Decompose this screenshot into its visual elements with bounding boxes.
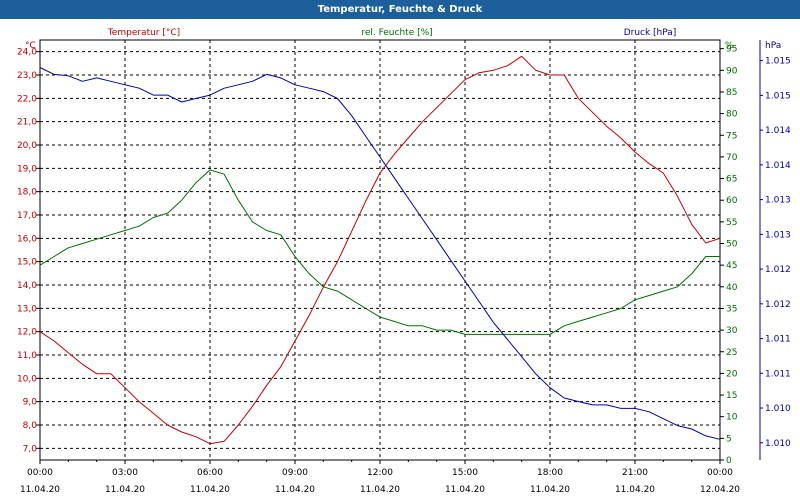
pressure-unit-label: hPa [765, 41, 781, 51]
pressure-tick-label: 1.011 [765, 335, 791, 345]
temperature-tick-label: 18,0 [17, 188, 37, 198]
x-tick-time: 21:00 [622, 468, 648, 478]
temperature-series-line [39, 55, 721, 445]
humidity-tick-label: 85 [726, 88, 737, 98]
humidity-tick-label: 25 [726, 348, 737, 358]
x-tick-time: 06:00 [197, 468, 223, 478]
axes: 00:00 11.04.20 03:00 11.04.20 06:00 11.04.20 0… [17, 40, 791, 495]
pressure-tick-label: 1.015 [765, 91, 791, 101]
humidity-tick-label: 55 [726, 218, 737, 228]
humidity-tick-label: 20 [726, 369, 738, 379]
x-tick-date: 11.04.20 [190, 485, 230, 495]
temperature-tick-label: 19,0 [17, 164, 37, 174]
x-tick-date: 11.04.20 [445, 485, 485, 495]
humidity-tick-label: 35 [726, 304, 737, 314]
pressure-tick-label: 1.015 [765, 57, 791, 67]
axis-titles: Temperatur [°C] rel. Feuchte [%] Druck [… [25, 28, 781, 51]
x-tick-date: 11.04.20 [530, 485, 570, 495]
humidity-series-line [39, 169, 720, 335]
x-tick-time: 00:00 [27, 468, 53, 478]
temperature-tick-label: 7,0 [23, 444, 38, 454]
grid [39, 39, 721, 461]
humidity-tick-label: 70 [726, 153, 738, 163]
temperature-tick-label: 24,0 [17, 48, 37, 58]
x-tick-date: 11.04.20 [360, 485, 400, 495]
pressure-tick-label: 1.014 [765, 126, 791, 136]
temperature-tick-label: 9,0 [23, 398, 38, 408]
temperature-tick-label: 10,0 [17, 374, 37, 384]
temperature-unit-label: °C [25, 41, 36, 51]
pressure-tick-label: 1.014 [765, 161, 791, 171]
humidity-tick-label: 0 [726, 456, 732, 466]
x-tick-time: 09:00 [282, 468, 308, 478]
temperature-tick-label: 16,0 [17, 234, 37, 244]
humidity-tick-label: 5 [726, 434, 732, 444]
x-tick-time: 18:00 [537, 468, 563, 478]
x-tick-time: 15:00 [452, 468, 478, 478]
temperature-tick-label: 17,0 [17, 211, 37, 221]
pressure-tick-label: 1.013 [765, 196, 791, 206]
humidity-tick-label: 50 [726, 240, 738, 250]
temperature-tick-label: 13,0 [17, 304, 37, 314]
pressure-tick-label: 1.010 [765, 404, 791, 414]
x-tick-date: 12.04.20 [700, 485, 740, 495]
humidity-tick-label: 60 [726, 196, 738, 206]
humidity-tick-label: 40 [726, 283, 738, 293]
pressure-tick-label: 1.012 [765, 265, 791, 275]
humidity-tick-label: 90 [726, 66, 738, 76]
x-tick-time: 03:00 [112, 468, 138, 478]
temperature-tick-label: 11,0 [17, 351, 37, 361]
temperature-tick-label: 20,0 [17, 141, 37, 151]
x-tick-date: 11.04.20 [615, 485, 655, 495]
humidity-tick-label: 10 [726, 413, 738, 423]
temperature-tick-label: 21,0 [17, 118, 37, 128]
x-tick-time: 00:00 [707, 468, 733, 478]
humidity-tick-label: 30 [726, 326, 738, 336]
x-tick-date: 11.04.20 [105, 485, 145, 495]
pressure-tick-label: 1.013 [765, 230, 791, 240]
temperature-tick-label: 15,0 [17, 258, 37, 268]
temperature-tick-label: 22,0 [17, 94, 37, 104]
chart-title: Temperatur, Feuchte & Druck [0, 0, 800, 19]
pressure-tick-label: 1.011 [765, 369, 791, 379]
humidity-tick-label: 80 [726, 110, 738, 120]
pressure-tick-label: 1.010 [765, 439, 791, 449]
humidity-tick-label: 75 [726, 131, 737, 141]
temperature-tick-label: 12,0 [17, 328, 37, 338]
humidity-axis-title: rel. Feuchte [%] [361, 28, 432, 38]
humidity-unit-label: % [725, 41, 734, 51]
temperature-tick-label: 23,0 [17, 71, 37, 81]
pressure-axis-title: Druck [hPa] [624, 28, 677, 38]
x-tick-date: 11.04.20 [275, 485, 315, 495]
humidity-tick-label: 65 [726, 175, 737, 185]
humidity-tick-label: 95 [726, 45, 737, 55]
x-tick-date: 11.04.20 [20, 485, 60, 495]
pressure-series-line [39, 67, 721, 440]
x-tick-time: 12:00 [367, 468, 393, 478]
temperature-tick-label: 14,0 [17, 281, 37, 291]
temperature-axis-title: Temperatur [°C] [107, 28, 180, 38]
pressure-tick-label: 1.012 [765, 300, 791, 310]
temperature-tick-label: 8,0 [23, 421, 38, 431]
series-lines [39, 55, 721, 445]
humidity-tick-label: 45 [726, 261, 737, 271]
humidity-tick-label: 15 [726, 391, 737, 401]
